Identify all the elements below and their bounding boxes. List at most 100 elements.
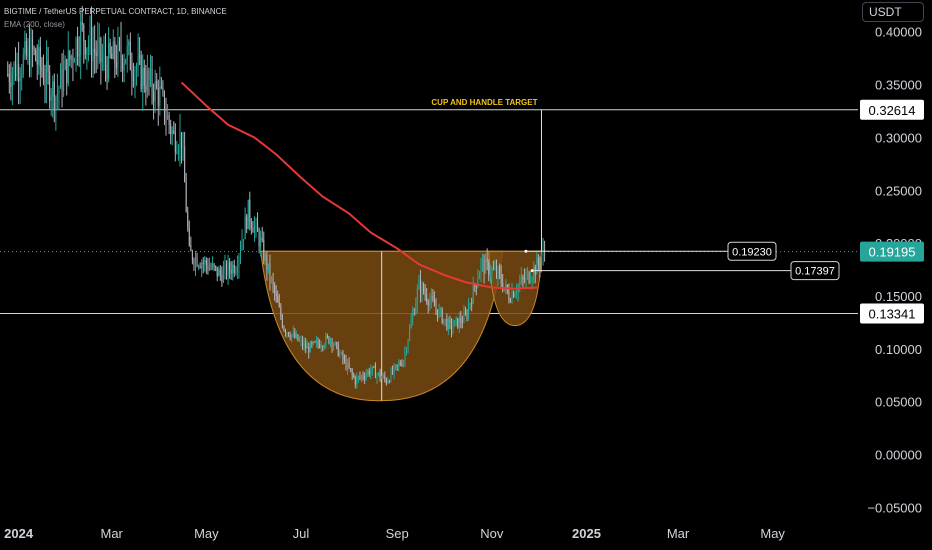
- candle-body-223[interactable]: [353, 374, 355, 378]
- candle-body-229[interactable]: [362, 375, 364, 378]
- candle-body-137[interactable]: [219, 269, 221, 275]
- candle-body-301[interactable]: [474, 284, 476, 286]
- candle-body-272[interactable]: [429, 300, 431, 306]
- candle-body-295[interactable]: [464, 312, 466, 314]
- candle-body-175[interactable]: [278, 302, 280, 307]
- candle-body-17[interactable]: [33, 48, 35, 50]
- candle-body-279[interactable]: [440, 308, 442, 310]
- candle-body-110[interactable]: [177, 149, 179, 153]
- candle-body-38[interactable]: [66, 59, 68, 83]
- candle-body-247[interactable]: [390, 370, 392, 382]
- candle-body-31[interactable]: [55, 97, 57, 110]
- candle-body-144[interactable]: [230, 270, 232, 274]
- candle-body-169[interactable]: [269, 263, 271, 281]
- candle-body-118[interactable]: [190, 245, 192, 252]
- candle-body-324[interactable]: [509, 300, 511, 302]
- candle-body-198[interactable]: [314, 341, 316, 343]
- candle-body-21[interactable]: [39, 47, 41, 68]
- candle-body-336[interactable]: [528, 271, 530, 283]
- candle-body-102[interactable]: [165, 117, 167, 119]
- candle-body-201[interactable]: [319, 344, 321, 348]
- candle-body-276[interactable]: [435, 306, 437, 310]
- candle-body-115[interactable]: [185, 182, 187, 212]
- candle-body-197[interactable]: [312, 341, 314, 344]
- candle-body-128[interactable]: [205, 260, 207, 265]
- candle-body-34[interactable]: [60, 69, 62, 89]
- candle-body-214[interactable]: [339, 353, 341, 356]
- candle-body-171[interactable]: [272, 278, 274, 285]
- candle-body-150[interactable]: [239, 249, 241, 256]
- candle-body-211[interactable]: [334, 342, 336, 346]
- candle-body-184[interactable]: [292, 332, 294, 335]
- candle-body-206[interactable]: [326, 336, 328, 338]
- candle-body-330[interactable]: [519, 282, 521, 286]
- candle-body-249[interactable]: [393, 366, 395, 374]
- candle-body-338[interactable]: [531, 278, 533, 281]
- candle-body-164[interactable]: [261, 237, 263, 240]
- candle-body-84[interactable]: [137, 55, 139, 68]
- candle-body-87[interactable]: [142, 67, 144, 90]
- candle-body-94[interactable]: [153, 92, 155, 102]
- candle-body-200[interactable]: [317, 340, 319, 345]
- candle-body-28[interactable]: [50, 96, 52, 101]
- candle-body-33[interactable]: [58, 88, 60, 93]
- candle-body-238[interactable]: [376, 374, 378, 379]
- candle-body-153[interactable]: [244, 216, 246, 240]
- candle-body-241[interactable]: [381, 377, 383, 379]
- candle-body-284[interactable]: [447, 319, 449, 330]
- candle-body-245[interactable]: [387, 381, 389, 384]
- candle-body-82[interactable]: [134, 71, 136, 82]
- candle-body-41[interactable]: [70, 55, 72, 60]
- candle-body-337[interactable]: [530, 280, 532, 283]
- candle-body-143[interactable]: [229, 262, 231, 271]
- candle-body-224[interactable]: [354, 377, 356, 385]
- candle-body-319[interactable]: [502, 283, 504, 290]
- candle-body-310[interactable]: [488, 261, 490, 276]
- candle-body-154[interactable]: [246, 216, 248, 229]
- candle-body-240[interactable]: [379, 372, 381, 379]
- candle-body-343[interactable]: [539, 264, 541, 267]
- candle-body-99[interactable]: [160, 86, 162, 88]
- candle-body-20[interactable]: [38, 47, 40, 65]
- candle-body-15[interactable]: [30, 39, 32, 72]
- candle-body-213[interactable]: [337, 344, 339, 356]
- candle-body-312[interactable]: [491, 268, 493, 275]
- candle-body-216[interactable]: [342, 352, 344, 360]
- candle-body-277[interactable]: [437, 309, 439, 317]
- candle-body-148[interactable]: [236, 267, 238, 272]
- candle-body-317[interactable]: [499, 267, 501, 274]
- candle-body-37[interactable]: [64, 59, 66, 70]
- candle-body-138[interactable]: [221, 274, 223, 283]
- candle-body-22[interactable]: [41, 67, 43, 72]
- candle-body-244[interactable]: [385, 379, 387, 384]
- candle-body-261[interactable]: [412, 313, 414, 321]
- candle-body-265[interactable]: [418, 279, 420, 290]
- candle-body-90[interactable]: [146, 70, 148, 92]
- candle-body-274[interactable]: [432, 295, 434, 301]
- candle-body-225[interactable]: [356, 377, 358, 385]
- candle-body-283[interactable]: [446, 318, 448, 330]
- candle-body-26[interactable]: [47, 61, 49, 73]
- candle-body-120[interactable]: [193, 260, 195, 266]
- candle-body-179[interactable]: [284, 330, 286, 334]
- candle-body-332[interactable]: [522, 276, 524, 279]
- candle-body-267[interactable]: [421, 284, 423, 294]
- candle-body-281[interactable]: [443, 319, 445, 323]
- candle-body-165[interactable]: [263, 239, 265, 261]
- candle-body-290[interactable]: [457, 317, 459, 328]
- candle-body-93[interactable]: [151, 68, 153, 93]
- candle-body-167[interactable]: [266, 254, 268, 271]
- candle-body-66[interactable]: [109, 42, 111, 54]
- candle-body-35[interactable]: [61, 69, 63, 92]
- candle-body-45[interactable]: [77, 38, 79, 56]
- candle-body-72[interactable]: [118, 41, 120, 44]
- candle-body-210[interactable]: [333, 345, 335, 347]
- candle-body-187[interactable]: [297, 334, 299, 341]
- candle-body-155[interactable]: [247, 199, 249, 229]
- candle-body-52[interactable]: [87, 44, 89, 48]
- level-price-badge-0[interactable]: [860, 99, 924, 120]
- candle-body-101[interactable]: [163, 91, 165, 118]
- candle-body-49[interactable]: [83, 25, 85, 42]
- candle-body-9[interactable]: [21, 73, 23, 78]
